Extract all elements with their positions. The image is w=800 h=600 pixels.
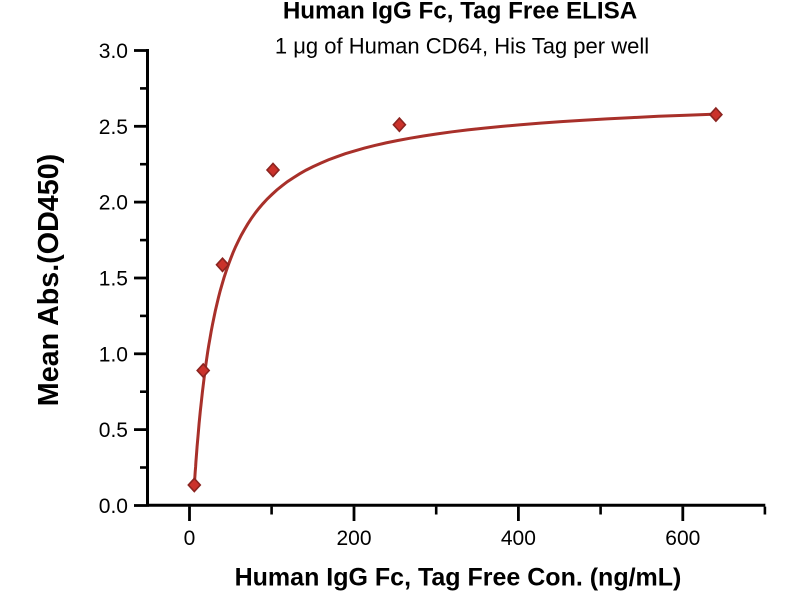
svg-text:Human IgG Fc, Tag Free Con. (n: Human IgG Fc, Tag Free Con. (ng/mL): [235, 564, 682, 592]
svg-text:0: 0: [184, 527, 196, 550]
svg-text:2.5: 2.5: [99, 116, 128, 139]
svg-text:0.0: 0.0: [99, 495, 128, 518]
svg-text:1 μg of Human CD64, His Tag pe: 1 μg of Human CD64, His Tag per well: [275, 34, 649, 59]
svg-text:2.0: 2.0: [99, 192, 128, 215]
svg-text:200: 200: [336, 527, 371, 550]
svg-text:3.0: 3.0: [99, 40, 128, 63]
svg-text:Human IgG Fc, Tag Free ELISA: Human IgG Fc, Tag Free ELISA: [283, 0, 637, 25]
svg-text:Mean Abs.(OD450): Mean Abs.(OD450): [33, 154, 65, 406]
svg-text:400: 400: [501, 527, 536, 550]
svg-text:600: 600: [665, 527, 700, 550]
svg-text:1.5: 1.5: [99, 268, 128, 291]
svg-text:0.5: 0.5: [99, 419, 128, 442]
svg-text:1.0: 1.0: [99, 343, 128, 366]
